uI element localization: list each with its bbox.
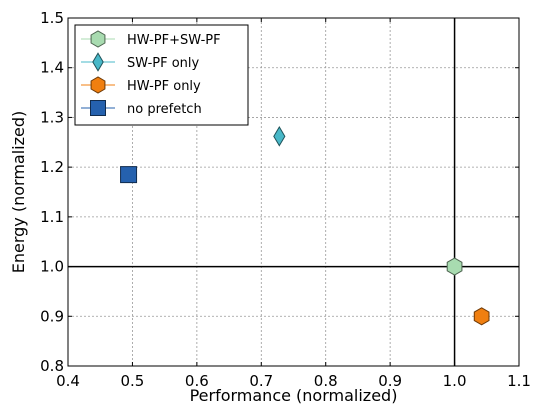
data-point	[446, 257, 463, 276]
x-axis-ticks: 0.4 0.5 0.6 0.7 0.8 0.9 1.0 1.1	[56, 18, 531, 390]
x-axis-label: Performance (normalized)	[190, 386, 398, 405]
data-point	[473, 307, 490, 326]
x-tick-label: 0.6	[185, 372, 209, 390]
legend-marker	[90, 76, 106, 94]
x-tick-label: 0.7	[249, 372, 273, 390]
legend-label: HW-PF+SW-PF	[127, 33, 221, 48]
x-tick-label: 1.0	[443, 372, 467, 390]
y-tick-label: 1.0	[40, 258, 64, 276]
y-tick-label: 1.2	[40, 158, 64, 176]
x-tick-label: 1.1	[507, 372, 531, 390]
x-tick-label: 0.9	[378, 372, 402, 390]
legend-label: HW-PF only	[127, 79, 201, 94]
legend-marker	[92, 52, 104, 72]
data-points	[120, 125, 490, 326]
y-tick-label: 1.4	[40, 59, 64, 77]
data-point	[273, 125, 286, 147]
reference-lines	[68, 18, 519, 366]
y-axis-ticks: 0.8 0.9 1.0 1.1 1.2 1.3 1.4 1.5	[40, 9, 519, 375]
legend: HW-PF+SW-PF SW-PF only HW-PF only no prefet…	[74, 24, 249, 126]
x-tick-label: 0.5	[120, 372, 144, 390]
y-tick-label: 0.9	[40, 307, 64, 325]
y-tick-label: 0.8	[40, 357, 64, 375]
plot-frame	[67, 17, 520, 367]
legend-label: no prefetch	[127, 102, 202, 117]
y-tick-label: 1.5	[40, 9, 64, 27]
legend-marker	[90, 30, 106, 48]
legend-label: SW-PF only	[127, 56, 200, 71]
y-tick-label: 1.3	[40, 108, 64, 126]
x-tick-label: 0.8	[314, 372, 338, 390]
data-point	[120, 166, 138, 184]
y-tick-label: 1.1	[40, 208, 64, 226]
y-axis-label: Energy (normalized)	[9, 111, 28, 274]
legend-marker	[90, 100, 106, 116]
x-tick-label: 0.4	[56, 372, 80, 390]
